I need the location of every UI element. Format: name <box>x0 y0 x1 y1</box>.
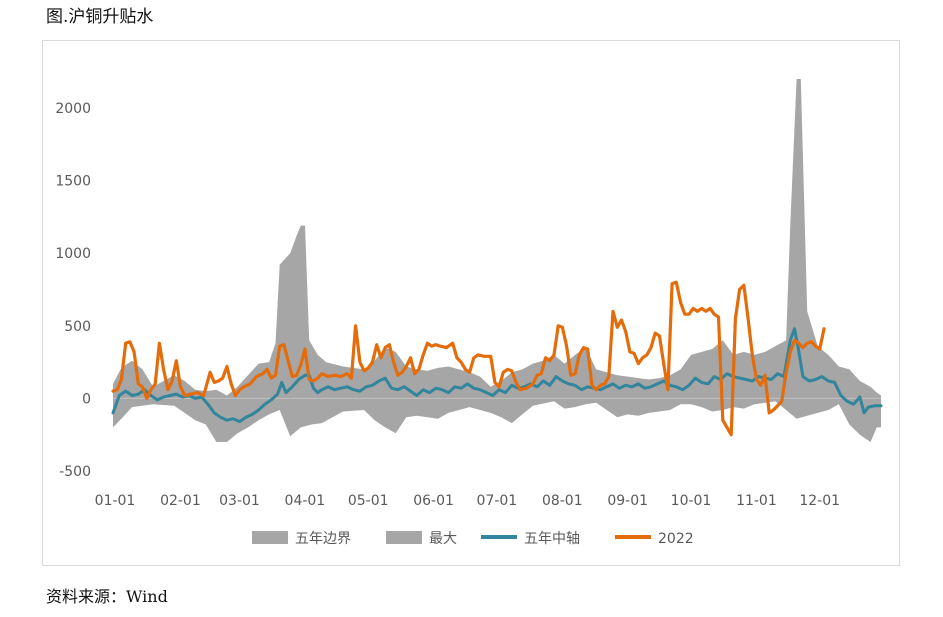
band-layer <box>113 79 881 442</box>
x-tick-label: 03-01 <box>219 493 260 509</box>
legend: 五年边界 最大 五年中轴 2022 <box>252 531 694 547</box>
y-tick-label: 1500 <box>55 174 91 190</box>
y-tick-label: 0 <box>82 391 91 407</box>
tick-layer: -500 0 500 1000 1500 2000 01-01 02-01 03-01 04-01… <box>55 101 840 509</box>
x-tick-label: 08-01 <box>542 493 583 509</box>
y-tick-label: 1000 <box>55 246 91 262</box>
x-tick-label: 11-01 <box>736 493 777 509</box>
legend-swatch-zuida <box>386 531 422 544</box>
x-tick-label: 06-01 <box>413 493 454 509</box>
series-area-zuida <box>113 79 881 399</box>
x-tick-label: 01-01 <box>95 493 136 509</box>
x-tick-label: 02-01 <box>160 493 201 509</box>
x-tick-label: 10-01 <box>671 493 712 509</box>
series-line-2022 <box>111 280 826 437</box>
chart-title: 图.沪铜升贴水 <box>46 7 154 27</box>
source-note: 资料来源：Wind <box>46 587 168 606</box>
x-tick-label: 04-01 <box>285 493 326 509</box>
copper-basis-chart: -500 0 500 1000 1500 2000 01-01 02-01 03-01 04-01… <box>55 79 883 547</box>
line-layer <box>111 280 883 437</box>
y-tick-label: -500 <box>59 464 91 480</box>
y-tick-label: 500 <box>64 319 91 335</box>
series-line-wunian-zhongzhou <box>111 327 883 424</box>
series-area-wunian-bianjie <box>113 398 881 442</box>
chart-frame: -500 0 500 1000 1500 2000 01-01 02-01 03-01 04-01… <box>42 40 900 566</box>
x-tick-label: 09-01 <box>607 493 648 509</box>
x-tick-label: 07-01 <box>477 493 518 509</box>
legend-label-wunian-bianjie: 五年边界 <box>295 531 351 547</box>
y-tick-label: 2000 <box>55 101 91 117</box>
x-tick-label: 12-01 <box>799 493 840 509</box>
legend-label-zuida: 最大 <box>429 531 457 547</box>
legend-label-2022: 2022 <box>658 531 694 547</box>
x-tick-label: 05-01 <box>348 493 389 509</box>
legend-swatch-wunian-bianjie <box>252 531 288 544</box>
legend-label-wunian-zhongzhou: 五年中轴 <box>524 531 580 547</box>
